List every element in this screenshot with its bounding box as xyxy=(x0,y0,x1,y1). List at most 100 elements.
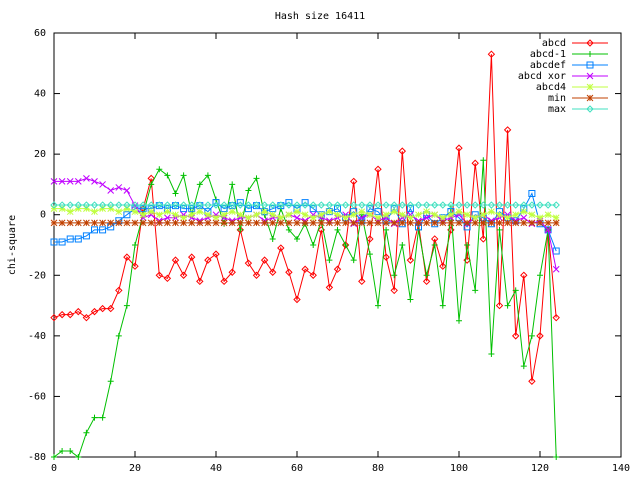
y-tick-label: -20 xyxy=(28,270,46,281)
point-marker xyxy=(390,286,398,295)
point-marker xyxy=(50,238,58,246)
point-marker xyxy=(511,201,520,209)
point-marker xyxy=(99,414,106,421)
point-marker xyxy=(488,219,495,227)
point-marker xyxy=(544,201,552,209)
point-marker xyxy=(309,219,317,227)
point-marker xyxy=(123,253,131,261)
point-marker xyxy=(382,201,390,209)
point-marker xyxy=(196,181,203,188)
point-marker xyxy=(415,219,422,227)
point-marker xyxy=(155,271,164,279)
point-marker xyxy=(204,256,212,264)
point-marker xyxy=(301,201,309,209)
point-marker xyxy=(91,219,98,227)
point-marker xyxy=(422,277,431,286)
point-marker xyxy=(439,302,446,309)
point-marker xyxy=(58,178,66,185)
point-marker xyxy=(366,251,373,258)
point-marker xyxy=(586,105,594,113)
point-marker xyxy=(504,214,512,222)
point-marker xyxy=(536,220,544,228)
point-marker xyxy=(309,201,317,209)
point-marker xyxy=(285,219,293,227)
point-marker xyxy=(504,214,511,222)
point-marker xyxy=(91,226,98,234)
point-marker xyxy=(455,144,463,152)
point-marker xyxy=(456,317,462,324)
point-marker xyxy=(447,211,455,219)
point-marker xyxy=(496,211,503,219)
point-marker xyxy=(301,211,309,219)
point-marker xyxy=(536,201,544,209)
legend-label: max xyxy=(548,104,566,115)
y-axis-label: chi-square xyxy=(7,215,18,275)
point-marker xyxy=(326,219,333,227)
point-marker xyxy=(479,235,488,243)
point-marker xyxy=(301,265,309,273)
point-marker xyxy=(358,277,366,286)
point-marker xyxy=(163,201,172,209)
point-marker xyxy=(325,283,334,292)
point-marker xyxy=(220,205,228,213)
point-marker xyxy=(398,201,407,209)
point-marker xyxy=(366,211,374,219)
point-marker xyxy=(439,262,447,270)
point-marker xyxy=(520,363,527,370)
point-marker xyxy=(220,277,228,286)
point-marker xyxy=(439,201,447,209)
point-marker xyxy=(155,219,163,227)
y-tick-label: -40 xyxy=(28,331,46,342)
point-marker xyxy=(431,242,438,248)
point-marker xyxy=(334,205,341,213)
point-marker xyxy=(342,214,350,222)
point-marker xyxy=(82,232,90,240)
point-marker xyxy=(82,201,91,209)
point-marker xyxy=(180,205,188,213)
point-marker xyxy=(131,201,139,209)
point-marker xyxy=(172,211,179,219)
point-marker xyxy=(471,219,479,227)
point-marker xyxy=(212,219,220,227)
point-marker xyxy=(164,172,171,179)
point-marker xyxy=(179,201,188,209)
point-marker xyxy=(188,205,196,213)
point-marker xyxy=(204,172,211,179)
point-marker xyxy=(374,214,382,222)
point-marker xyxy=(245,187,252,194)
point-marker xyxy=(544,211,552,219)
point-marker xyxy=(67,447,74,454)
point-marker xyxy=(358,208,366,216)
point-marker xyxy=(139,205,147,213)
point-marker xyxy=(90,307,99,316)
point-marker xyxy=(479,211,487,219)
point-marker xyxy=(512,211,520,219)
point-marker xyxy=(50,313,58,322)
point-marker xyxy=(480,157,487,164)
point-marker xyxy=(333,201,342,209)
point-marker xyxy=(75,454,82,460)
y-tick-label: 40 xyxy=(34,89,46,100)
point-marker xyxy=(366,205,374,213)
point-marker xyxy=(488,208,495,216)
point-marker xyxy=(342,242,349,248)
point-marker xyxy=(156,166,163,173)
point-marker xyxy=(115,201,123,209)
point-marker xyxy=(430,235,439,243)
point-marker xyxy=(294,235,300,242)
point-marker xyxy=(139,214,147,222)
point-marker xyxy=(74,219,82,227)
point-marker xyxy=(552,313,560,322)
point-marker xyxy=(374,165,382,173)
x-tick-label: 20 xyxy=(129,463,141,474)
point-marker xyxy=(91,208,98,216)
point-marker xyxy=(512,287,519,294)
point-marker xyxy=(123,201,131,209)
point-marker xyxy=(115,219,123,227)
point-marker xyxy=(382,253,390,261)
point-marker xyxy=(66,219,74,227)
point-marker xyxy=(236,219,244,227)
point-marker xyxy=(463,201,471,209)
point-marker xyxy=(187,201,196,209)
point-marker xyxy=(244,259,253,267)
